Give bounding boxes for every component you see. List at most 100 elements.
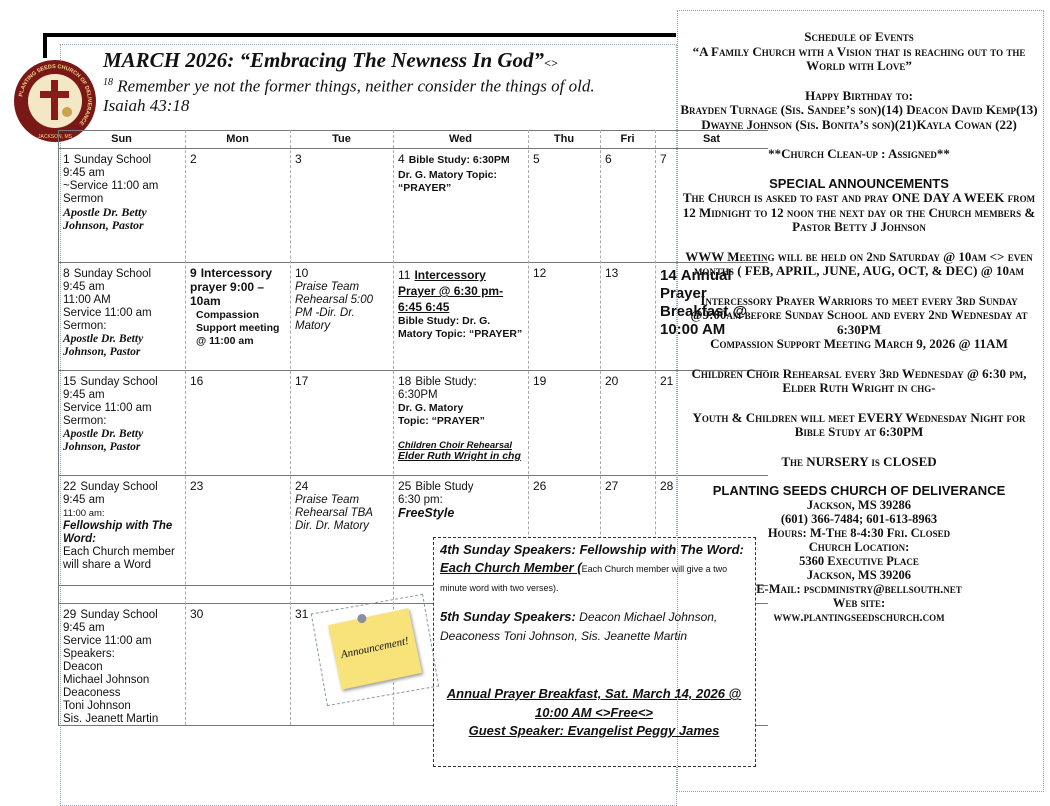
day-cell: 2 bbox=[185, 148, 290, 262]
cell-text: Michael Johnson bbox=[63, 674, 150, 686]
sidebar-text: (601) 366-7484; 601-613-8963 bbox=[780, 512, 938, 526]
day-number: 11 bbox=[398, 268, 411, 282]
sidebar: Schedule of Events “A Family Church with … bbox=[678, 29, 1040, 639]
header-bar bbox=[43, 33, 676, 37]
day-cell: 20 bbox=[600, 370, 655, 475]
sidebar-text: Web site: bbox=[832, 596, 886, 610]
cell-text: Each Church member will share a Word bbox=[63, 546, 175, 571]
sidebar-frame bbox=[677, 10, 1044, 792]
grid-line bbox=[58, 585, 768, 586]
day-number: 29 bbox=[63, 607, 77, 621]
day-cell: 25 Bible Study 6:30 pm: FreeStyle bbox=[393, 475, 528, 603]
cell-text: 11:00 AM bbox=[63, 294, 111, 306]
cell-text: Sunday School bbox=[80, 376, 158, 388]
subtitle-mark: <> bbox=[544, 56, 558, 70]
weekday: Sun bbox=[111, 133, 132, 145]
day-number: 17 bbox=[295, 374, 309, 388]
day-cell: 6 bbox=[600, 148, 655, 262]
day-cell: 5 bbox=[528, 148, 600, 262]
day-number: 9 bbox=[190, 266, 197, 280]
day-number: 25 bbox=[398, 479, 412, 493]
day-number: 7 bbox=[660, 152, 667, 166]
verse-reference: Isaiah 43:18 bbox=[103, 95, 190, 115]
cell-text: Apostle Dr. Betty Johnson, Pastor bbox=[63, 205, 147, 232]
weekday: Mon bbox=[226, 133, 249, 145]
sidebar-block: Schedule of Events “A Family Church with … bbox=[678, 29, 1040, 74]
cell-text: Service 11:00 am bbox=[63, 402, 152, 414]
day-number: 31 bbox=[295, 607, 309, 621]
cell-text: Sunday School bbox=[73, 268, 152, 280]
weekday: Fri bbox=[620, 133, 635, 145]
day-number: 2 bbox=[190, 152, 197, 166]
logo-seeds bbox=[62, 107, 72, 117]
day-cell: 11 Intercessory Prayer @ 6:30 pm-6:45 6:4… bbox=[393, 262, 528, 370]
guest-speaker: Guest Speaker: Evangelist Peggy James bbox=[468, 723, 720, 738]
cell-text: Bible Study: bbox=[415, 376, 477, 388]
day-number: 3 bbox=[295, 152, 302, 166]
weekday: Wed bbox=[448, 133, 473, 145]
logo-bottom-text: JACKSON, MS bbox=[38, 134, 73, 140]
sidebar-text: Brayden Turnage (Sis. Sandee’s son)(14) … bbox=[680, 102, 1038, 132]
cell-text: Fellowship with The Word: bbox=[63, 520, 173, 545]
cell-text: ~Service 11:00 am Sermon bbox=[63, 180, 159, 205]
grid-line bbox=[393, 130, 394, 725]
sidebar-text: Church Location: bbox=[808, 540, 910, 554]
day-cell: 22 Sunday School 9:45 am 11:00 am: Fellowshi… bbox=[58, 475, 185, 603]
day-number: 4 bbox=[398, 152, 405, 166]
day-number: 18 bbox=[398, 374, 412, 388]
day-number: 15 bbox=[63, 374, 77, 388]
cell-text: Sis. Jeanett Martin bbox=[63, 713, 159, 725]
grid-line bbox=[58, 370, 768, 371]
sidebar-text: Happy Birthday to: bbox=[805, 87, 913, 103]
fourth-sunday: 4th Sunday Speakers: Fellowship with The… bbox=[440, 541, 748, 597]
cell-text: Apostle Dr. Betty Johnson, Pastor bbox=[63, 428, 144, 453]
day-cell: 24 Praise Team Rehearsal TBA Dir. Dr. Mat… bbox=[290, 475, 393, 603]
day-cell: 31 bbox=[290, 603, 393, 725]
day-cell: 7 bbox=[655, 148, 768, 262]
grid-line bbox=[58, 130, 768, 131]
cell-text: Sunday School bbox=[80, 609, 158, 621]
title: MARCH 2026: bbox=[103, 48, 235, 72]
fifth-sunday: 5th Sunday Speakers: Deacon Michael John… bbox=[440, 607, 748, 646]
day-number: 10 bbox=[295, 266, 309, 280]
grid-line bbox=[528, 130, 529, 725]
cell-text: 9:45 am bbox=[63, 281, 105, 293]
cell-text: Elder Ruth Wright in chg bbox=[398, 450, 521, 462]
day-number: 27 bbox=[605, 479, 619, 493]
day-cell: 10 Praise Team Rehearsal 5:00 PM -Dir. Dr… bbox=[290, 262, 393, 370]
cell-text: Intercessory Prayer @ 6:30 pm-6:45 6:45 bbox=[398, 268, 504, 314]
day-cell: 19 bbox=[528, 370, 600, 475]
cell-text: FreeStyle bbox=[398, 506, 455, 520]
cell-text: Sermon: bbox=[63, 415, 107, 427]
day-cell: 18 Bible Study: 6:30PM Dr. G. Matory Topic: … bbox=[393, 370, 528, 475]
day-cell: 16 bbox=[185, 370, 290, 475]
notes-box bbox=[433, 537, 756, 767]
day-number: 21 bbox=[660, 374, 674, 388]
day-number: 26 bbox=[533, 479, 547, 493]
day-number: 28 bbox=[660, 479, 674, 493]
fourth-sunday-text: Fellowship with The Word: bbox=[579, 542, 744, 557]
day-cell: 15 Sunday School 9:45 am Service 11:00 am Se… bbox=[58, 370, 185, 475]
header-bar-left bbox=[43, 33, 47, 58]
title-line: MARCH 2026: “Embracing The Newness In Go… bbox=[103, 48, 558, 73]
cell-text: Sunday School bbox=[73, 154, 152, 166]
cell-text: Service 11:00 am bbox=[63, 307, 152, 319]
grid-line bbox=[58, 725, 768, 726]
cell-text: 6:30PM bbox=[398, 389, 438, 401]
day-cell: 29 Sunday School 9:45 am Service 11:00 am Sp… bbox=[58, 603, 185, 726]
day-cell: 27 bbox=[600, 475, 655, 603]
cell-text: Children Choir Rehearsal bbox=[398, 440, 513, 451]
day-cell: 13 bbox=[600, 262, 655, 370]
sidebar-text: Hours: M-The 8-4:30 Fri. Closed bbox=[767, 526, 951, 540]
day-number: 13 bbox=[605, 266, 619, 280]
cell-text: Speakers: bbox=[63, 648, 115, 660]
sidebar-block: PLANTING SEEDS CHURCH OF DELIVERANCE Jack… bbox=[678, 484, 1040, 625]
day-number: 30 bbox=[190, 607, 204, 621]
sidebar-text: www.plantingseedschurch.com bbox=[773, 610, 945, 624]
sidebar-text: 5360 Executive Place bbox=[799, 554, 919, 568]
sidebar-block: WWW Meeting will be held on 2nd Saturday… bbox=[678, 249, 1040, 279]
grid-line bbox=[58, 148, 768, 149]
cell-text: 9:45 am bbox=[63, 494, 105, 506]
day-cell: 9 Intercessory prayer 9:00 – 10am Compassi… bbox=[185, 262, 290, 370]
